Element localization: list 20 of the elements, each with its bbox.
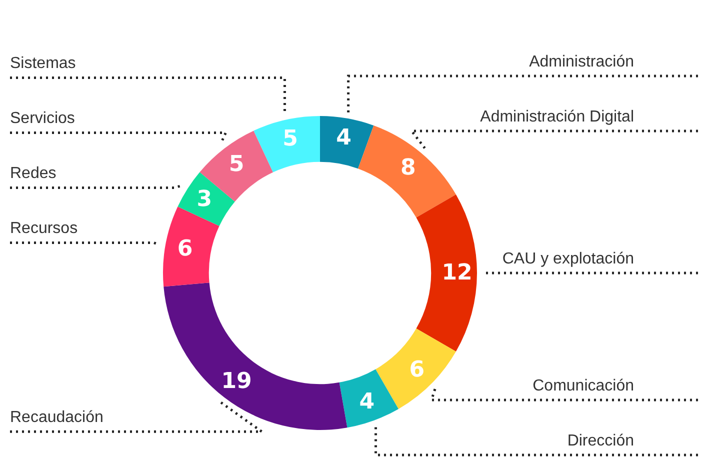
- data-label: 19: [221, 369, 252, 394]
- data-label: 5: [282, 126, 298, 152]
- slice-label: Administración: [529, 54, 634, 71]
- slice-label: Administración Digital: [480, 108, 634, 126]
- slice-label: CAU y explotación: [502, 250, 634, 268]
- slice-label: Recaudación: [10, 409, 104, 426]
- data-label: 5: [228, 152, 244, 177]
- data-label: 8: [400, 156, 416, 181]
- slice-label: Dirección: [567, 432, 634, 450]
- data-label: 6: [177, 236, 193, 262]
- data-label: 12: [442, 260, 472, 286]
- data-label: 4: [336, 126, 352, 151]
- slice-label: Sistemas: [10, 55, 76, 72]
- data-label: 4: [359, 389, 375, 414]
- slice-label: Recursos: [10, 220, 78, 238]
- data-label: 6: [409, 357, 425, 382]
- slice-label: Redes: [10, 165, 56, 182]
- slice-label: Comunicación: [532, 378, 634, 394]
- slice-label: Servicios: [10, 110, 75, 128]
- data-label: 3: [196, 186, 212, 212]
